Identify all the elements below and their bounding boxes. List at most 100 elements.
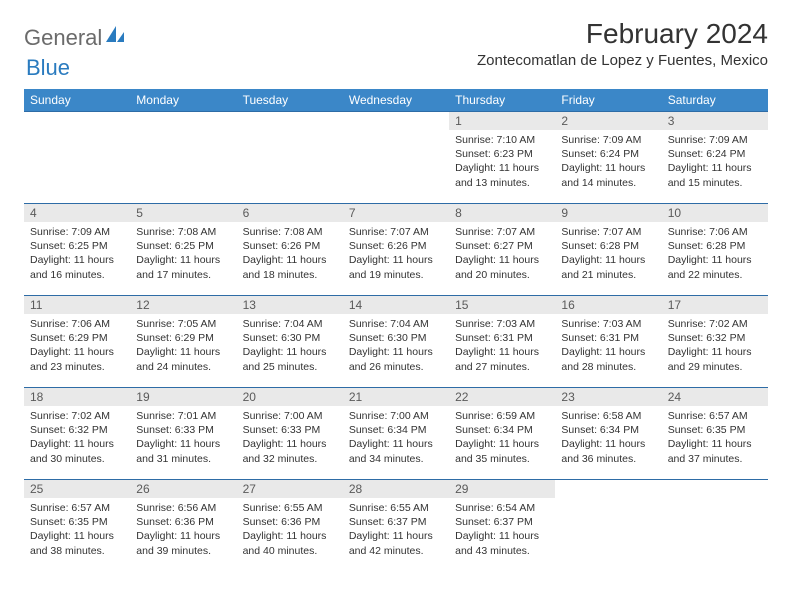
title-block: February 2024 Zontecomatlan de Lopez y F… (477, 18, 768, 69)
calendar-empty-cell (555, 480, 661, 572)
calendar-week-row: 25Sunrise: 6:57 AMSunset: 6:35 PMDayligh… (24, 480, 768, 572)
day-number: 10 (662, 204, 768, 222)
day-details: Sunrise: 7:00 AMSunset: 6:33 PMDaylight:… (237, 406, 343, 472)
day-details: Sunrise: 6:59 AMSunset: 6:34 PMDaylight:… (449, 406, 555, 472)
day-details: Sunrise: 6:57 AMSunset: 6:35 PMDaylight:… (662, 406, 768, 472)
day-number: 19 (130, 388, 236, 406)
weekday-header: Friday (555, 89, 661, 112)
calendar-day-cell: 10Sunrise: 7:06 AMSunset: 6:28 PMDayligh… (662, 204, 768, 296)
sail-icon (104, 24, 126, 51)
calendar-day-cell: 5Sunrise: 7:08 AMSunset: 6:25 PMDaylight… (130, 204, 236, 296)
calendar-week-row: 4Sunrise: 7:09 AMSunset: 6:25 PMDaylight… (24, 204, 768, 296)
calendar-day-cell: 8Sunrise: 7:07 AMSunset: 6:27 PMDaylight… (449, 204, 555, 296)
calendar-day-cell: 26Sunrise: 6:56 AMSunset: 6:36 PMDayligh… (130, 480, 236, 572)
calendar-day-cell: 28Sunrise: 6:55 AMSunset: 6:37 PMDayligh… (343, 480, 449, 572)
day-number: 18 (24, 388, 130, 406)
day-number: 6 (237, 204, 343, 222)
calendar-day-cell: 19Sunrise: 7:01 AMSunset: 6:33 PMDayligh… (130, 388, 236, 480)
day-details: Sunrise: 6:55 AMSunset: 6:37 PMDaylight:… (343, 498, 449, 564)
day-details: Sunrise: 7:03 AMSunset: 6:31 PMDaylight:… (449, 314, 555, 380)
calendar-day-cell: 29Sunrise: 6:54 AMSunset: 6:37 PMDayligh… (449, 480, 555, 572)
day-details: Sunrise: 6:54 AMSunset: 6:37 PMDaylight:… (449, 498, 555, 564)
day-number: 4 (24, 204, 130, 222)
calendar-day-cell: 11Sunrise: 7:06 AMSunset: 6:29 PMDayligh… (24, 296, 130, 388)
day-details: Sunrise: 7:02 AMSunset: 6:32 PMDaylight:… (662, 314, 768, 380)
day-number: 27 (237, 480, 343, 498)
day-number: 11 (24, 296, 130, 314)
day-number: 12 (130, 296, 236, 314)
weekday-header: Sunday (24, 89, 130, 112)
weekday-header: Tuesday (237, 89, 343, 112)
day-number: 14 (343, 296, 449, 314)
day-number: 22 (449, 388, 555, 406)
day-details: Sunrise: 7:10 AMSunset: 6:23 PMDaylight:… (449, 130, 555, 196)
calendar-day-cell: 21Sunrise: 7:00 AMSunset: 6:34 PMDayligh… (343, 388, 449, 480)
day-number: 3 (662, 112, 768, 130)
day-number: 5 (130, 204, 236, 222)
day-number: 17 (662, 296, 768, 314)
calendar-day-cell: 4Sunrise: 7:09 AMSunset: 6:25 PMDaylight… (24, 204, 130, 296)
day-number: 24 (662, 388, 768, 406)
day-number: 2 (555, 112, 661, 130)
day-details: Sunrise: 7:05 AMSunset: 6:29 PMDaylight:… (130, 314, 236, 380)
day-details: Sunrise: 7:04 AMSunset: 6:30 PMDaylight:… (237, 314, 343, 380)
calendar-empty-cell (662, 480, 768, 572)
day-number: 16 (555, 296, 661, 314)
calendar-empty-cell (237, 112, 343, 204)
calendar-table: SundayMondayTuesdayWednesdayThursdayFrid… (24, 89, 768, 572)
brand-logo: General (24, 18, 128, 51)
day-number: 7 (343, 204, 449, 222)
day-details: Sunrise: 6:56 AMSunset: 6:36 PMDaylight:… (130, 498, 236, 564)
calendar-empty-cell (130, 112, 236, 204)
day-number: 15 (449, 296, 555, 314)
day-details: Sunrise: 7:07 AMSunset: 6:26 PMDaylight:… (343, 222, 449, 288)
weekday-header: Monday (130, 89, 236, 112)
location-subtitle: Zontecomatlan de Lopez y Fuentes, Mexico (477, 52, 768, 69)
calendar-day-cell: 24Sunrise: 6:57 AMSunset: 6:35 PMDayligh… (662, 388, 768, 480)
day-details: Sunrise: 7:03 AMSunset: 6:31 PMDaylight:… (555, 314, 661, 380)
weekday-header: Saturday (662, 89, 768, 112)
calendar-day-cell: 23Sunrise: 6:58 AMSunset: 6:34 PMDayligh… (555, 388, 661, 480)
calendar-body: 1Sunrise: 7:10 AMSunset: 6:23 PMDaylight… (24, 112, 768, 572)
day-number: 1 (449, 112, 555, 130)
calendar-day-cell: 27Sunrise: 6:55 AMSunset: 6:36 PMDayligh… (237, 480, 343, 572)
day-number: 9 (555, 204, 661, 222)
day-details: Sunrise: 6:57 AMSunset: 6:35 PMDaylight:… (24, 498, 130, 564)
day-details: Sunrise: 7:07 AMSunset: 6:27 PMDaylight:… (449, 222, 555, 288)
calendar-day-cell: 16Sunrise: 7:03 AMSunset: 6:31 PMDayligh… (555, 296, 661, 388)
day-number: 28 (343, 480, 449, 498)
day-details: Sunrise: 7:09 AMSunset: 6:24 PMDaylight:… (662, 130, 768, 196)
day-number: 26 (130, 480, 236, 498)
calendar-day-cell: 13Sunrise: 7:04 AMSunset: 6:30 PMDayligh… (237, 296, 343, 388)
day-number: 23 (555, 388, 661, 406)
day-details: Sunrise: 7:06 AMSunset: 6:29 PMDaylight:… (24, 314, 130, 380)
weekday-header: Thursday (449, 89, 555, 112)
calendar-day-cell: 9Sunrise: 7:07 AMSunset: 6:28 PMDaylight… (555, 204, 661, 296)
month-title: February 2024 (477, 18, 768, 50)
calendar-week-row: 1Sunrise: 7:10 AMSunset: 6:23 PMDaylight… (24, 112, 768, 204)
weekday-header: Wednesday (343, 89, 449, 112)
calendar-day-cell: 2Sunrise: 7:09 AMSunset: 6:24 PMDaylight… (555, 112, 661, 204)
calendar-empty-cell (343, 112, 449, 204)
calendar-day-cell: 12Sunrise: 7:05 AMSunset: 6:29 PMDayligh… (130, 296, 236, 388)
calendar-day-cell: 1Sunrise: 7:10 AMSunset: 6:23 PMDaylight… (449, 112, 555, 204)
calendar-day-cell: 17Sunrise: 7:02 AMSunset: 6:32 PMDayligh… (662, 296, 768, 388)
calendar-day-cell: 14Sunrise: 7:04 AMSunset: 6:30 PMDayligh… (343, 296, 449, 388)
day-details: Sunrise: 7:04 AMSunset: 6:30 PMDaylight:… (343, 314, 449, 380)
day-details: Sunrise: 6:55 AMSunset: 6:36 PMDaylight:… (237, 498, 343, 564)
calendar-week-row: 18Sunrise: 7:02 AMSunset: 6:32 PMDayligh… (24, 388, 768, 480)
calendar-day-cell: 20Sunrise: 7:00 AMSunset: 6:33 PMDayligh… (237, 388, 343, 480)
day-number: 21 (343, 388, 449, 406)
calendar-day-cell: 6Sunrise: 7:08 AMSunset: 6:26 PMDaylight… (237, 204, 343, 296)
day-details: Sunrise: 7:08 AMSunset: 6:26 PMDaylight:… (237, 222, 343, 288)
calendar-week-row: 11Sunrise: 7:06 AMSunset: 6:29 PMDayligh… (24, 296, 768, 388)
calendar-day-cell: 22Sunrise: 6:59 AMSunset: 6:34 PMDayligh… (449, 388, 555, 480)
brand-part1: General (24, 25, 102, 51)
calendar-day-cell: 18Sunrise: 7:02 AMSunset: 6:32 PMDayligh… (24, 388, 130, 480)
calendar-page: General February 2024 Zontecomatlan de L… (0, 0, 792, 590)
day-details: Sunrise: 6:58 AMSunset: 6:34 PMDaylight:… (555, 406, 661, 472)
calendar-empty-cell (24, 112, 130, 204)
calendar-day-cell: 3Sunrise: 7:09 AMSunset: 6:24 PMDaylight… (662, 112, 768, 204)
day-number: 25 (24, 480, 130, 498)
calendar-day-cell: 15Sunrise: 7:03 AMSunset: 6:31 PMDayligh… (449, 296, 555, 388)
